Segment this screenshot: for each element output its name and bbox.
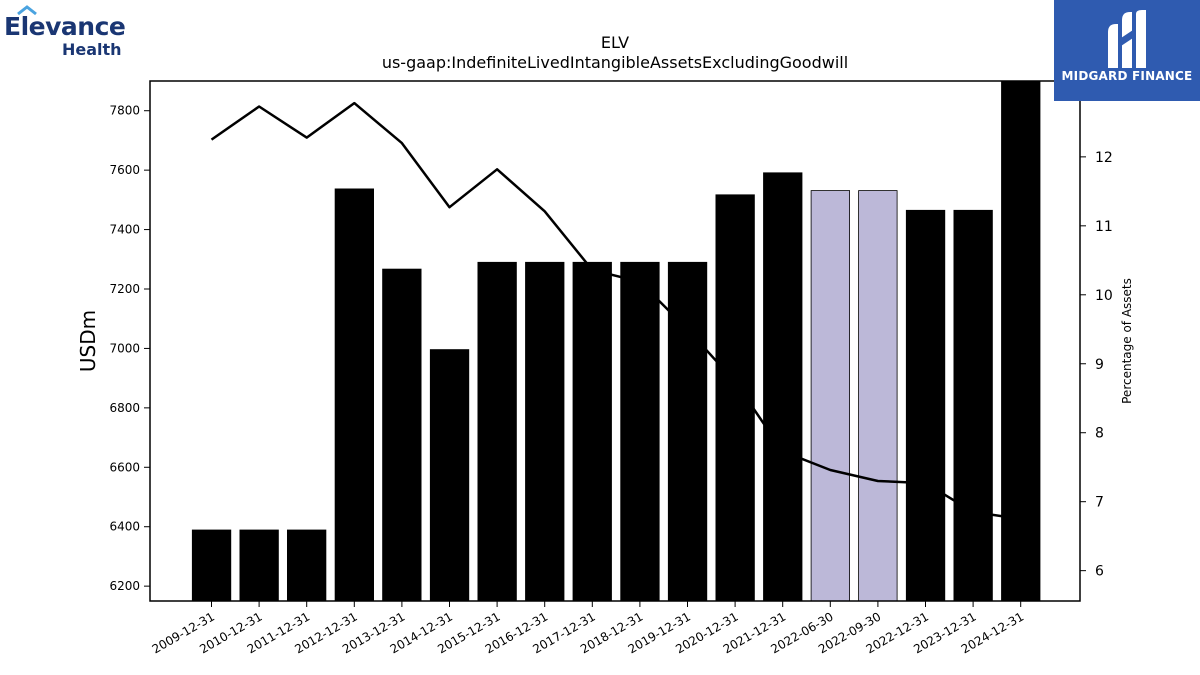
logo-right-name: MIDGARD FINANCE xyxy=(1061,69,1193,83)
bar-2020-12-31 xyxy=(715,194,755,602)
bar-2010-12-31 xyxy=(239,529,279,602)
bar-2017-12-31 xyxy=(572,261,612,602)
y-tick-label: 7200 xyxy=(109,282,140,296)
y-tick-label: 7600 xyxy=(109,163,140,177)
y-tick-label: 7800 xyxy=(109,104,140,118)
y-tick-label: 6400 xyxy=(109,520,140,534)
left-axis: 6200 6400 6600 6800 7000 7200 7400 7600 7800 xyxy=(109,104,150,593)
bar-2014-12-31 xyxy=(429,349,470,602)
y-tick-label: 6800 xyxy=(109,401,140,415)
y2-tick-label: 12 xyxy=(1095,150,1113,166)
logo-left-subword: Health xyxy=(62,40,122,59)
bar-2015-12-31 xyxy=(477,261,517,602)
bar-2024-12-31 xyxy=(1001,80,1041,602)
y2-tick-label: 8 xyxy=(1095,426,1104,442)
elevance-health-logo: Elevance Health xyxy=(4,4,134,60)
bar-2012-12-31 xyxy=(334,188,375,602)
midgard-finance-logo: MIDGARD FINANCE xyxy=(1054,0,1200,101)
plot-frame xyxy=(149,80,1081,602)
chart-subtitle: us-gaap:IndefiniteLivedIntangibleAssetsE… xyxy=(382,53,848,72)
bar-2022-12-31 xyxy=(905,209,946,602)
bar-2009-12-31 xyxy=(191,529,232,602)
y-tick-label: 6600 xyxy=(109,460,140,474)
line-layer xyxy=(210,101,1021,521)
bar-2022-09-30 xyxy=(858,190,898,602)
y2-axis-label: Percentage of Assets xyxy=(1120,278,1134,404)
right-axis: 6 7 8 9 10 11 12 xyxy=(1080,150,1113,580)
midgard-mark-icon xyxy=(1108,10,1146,68)
x-axis: 2009-12-312010-12-312011-12-312012-12-31… xyxy=(150,601,1026,656)
logo-left-wordmark: Elevance xyxy=(4,12,126,41)
y2-tick-label: 9 xyxy=(1095,357,1104,373)
bar-2021-12-31 xyxy=(763,172,803,602)
y-tick-label: 6200 xyxy=(109,579,140,593)
bars-layer xyxy=(191,80,1041,602)
y2-tick-label: 6 xyxy=(1095,564,1104,580)
y2-tick-label: 11 xyxy=(1095,219,1113,235)
percentage-line xyxy=(210,101,1021,521)
bar-2023-12-31 xyxy=(953,209,993,602)
bar-2022-06-30 xyxy=(810,190,850,602)
y-tick-label: 7000 xyxy=(109,341,140,355)
bar-2019-12-31 xyxy=(667,261,708,602)
bar-2013-12-31 xyxy=(382,268,422,602)
y2-tick-label: 7 xyxy=(1095,495,1104,511)
bar-2011-12-31 xyxy=(286,529,327,602)
caret-icon xyxy=(17,5,37,16)
y-tick-label: 7400 xyxy=(109,223,140,237)
chart-title: ELV xyxy=(601,33,629,52)
y-axis-label: USDm xyxy=(76,310,100,372)
y2-tick-label: 10 xyxy=(1095,288,1113,304)
bar-2016-12-31 xyxy=(525,261,565,602)
bar-2018-12-31 xyxy=(620,261,660,602)
